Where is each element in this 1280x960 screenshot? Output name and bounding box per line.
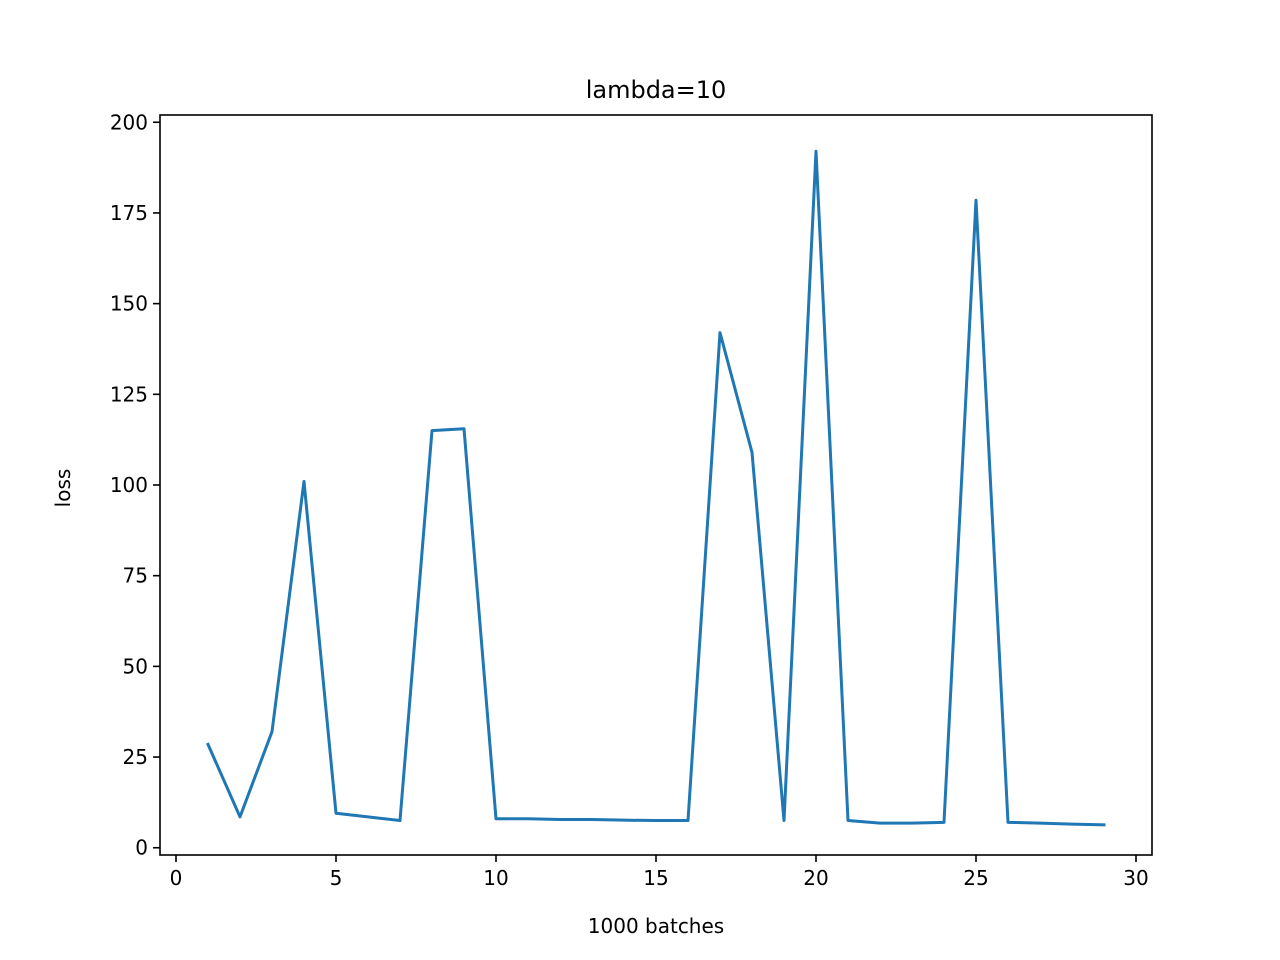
y-tick-label-50: 50 <box>123 654 148 678</box>
y-tick-label-75: 75 <box>123 564 148 588</box>
x-axis-label: 1000 batches <box>588 914 724 938</box>
y-tick-label-100: 100 <box>110 473 148 497</box>
x-tick-label-20: 20 <box>803 866 828 890</box>
y-axis-label: loss <box>51 469 75 508</box>
y-tick-label-0: 0 <box>135 836 148 860</box>
x-tick-label-10: 10 <box>483 866 508 890</box>
y-tick-label-125: 125 <box>110 382 148 406</box>
plot-area: 0 5 10 15 20 25 30 0 25 50 75 100 125 150 175 200 <box>110 110 1153 890</box>
x-tick-label-5: 5 <box>330 866 343 890</box>
x-tick-label-15: 15 <box>643 866 668 890</box>
x-tick-label-25: 25 <box>963 866 988 890</box>
x-tick-label-0: 0 <box>170 866 183 890</box>
x-tick-label-30: 30 <box>1123 866 1148 890</box>
y-tick-label-175: 175 <box>110 201 148 225</box>
series-line-1 <box>206 149 1106 827</box>
chart-title: lambda=10 <box>586 76 727 104</box>
y-tick-label-150: 150 <box>110 292 148 316</box>
y-tick-label-25: 25 <box>123 745 148 769</box>
y-tick-label-200: 200 <box>110 110 148 134</box>
